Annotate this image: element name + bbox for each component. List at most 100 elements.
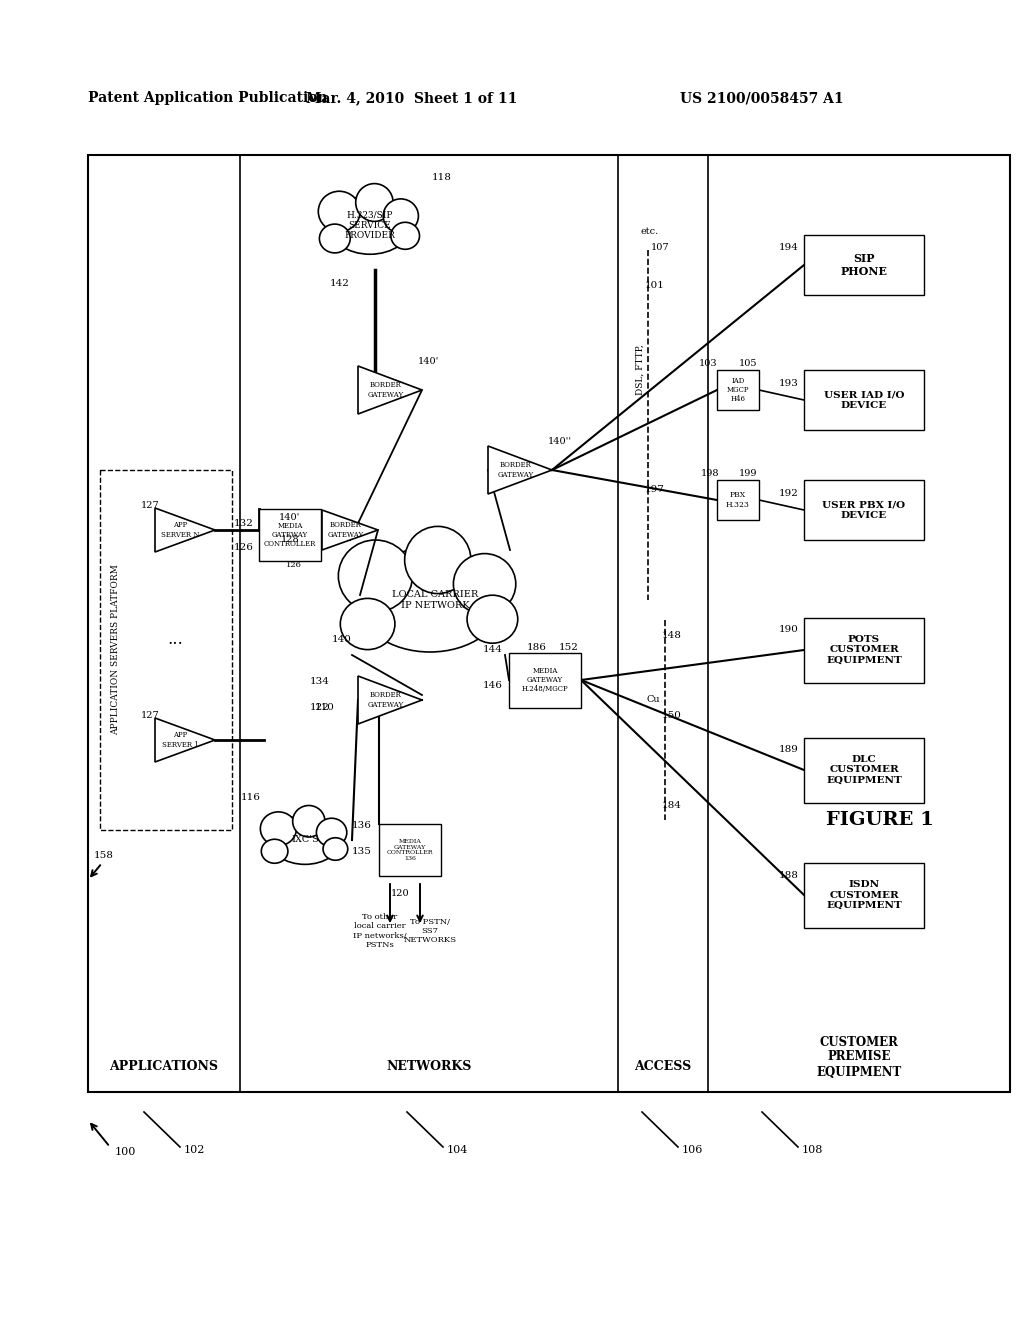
Text: 105: 105: [738, 359, 758, 368]
Text: 198: 198: [700, 470, 719, 479]
Text: 116: 116: [241, 793, 261, 803]
Text: 107: 107: [650, 243, 670, 252]
Text: IXC'S: IXC'S: [291, 836, 318, 845]
Text: 192: 192: [779, 488, 799, 498]
Text: 103: 103: [698, 359, 718, 368]
Text: 136: 136: [352, 821, 372, 830]
Bar: [88, 154, 1010, 1092]
Text: 142: 142: [330, 279, 350, 288]
Text: USER PBX I/O
DEVICE: USER PBX I/O DEVICE: [822, 500, 905, 520]
Text: 140'': 140'': [548, 437, 572, 446]
Bar: [259, 510, 321, 561]
Text: Patent Application Publication: Patent Application Publication: [88, 91, 328, 106]
Polygon shape: [322, 510, 378, 550]
Text: 102: 102: [184, 1144, 206, 1155]
Ellipse shape: [318, 191, 360, 232]
Text: LOCAL CARRIER
IP NETWORK: LOCAL CARRIER IP NETWORK: [392, 590, 478, 610]
Ellipse shape: [261, 840, 288, 863]
Ellipse shape: [293, 805, 325, 837]
Bar: [100, 470, 232, 830]
Ellipse shape: [467, 595, 518, 643]
Text: 118: 118: [432, 173, 452, 181]
Text: 140': 140': [280, 513, 301, 523]
Text: 146: 146: [483, 681, 503, 689]
Text: 126: 126: [286, 561, 302, 569]
Text: Cu: Cu: [646, 696, 659, 705]
Bar: [804, 235, 924, 294]
Ellipse shape: [269, 816, 341, 865]
Ellipse shape: [260, 812, 297, 846]
Text: 122: 122: [310, 704, 330, 713]
Ellipse shape: [355, 183, 393, 222]
Text: 190: 190: [779, 626, 799, 635]
Ellipse shape: [454, 553, 516, 614]
Text: Mar. 4, 2010  Sheet 1 of 11: Mar. 4, 2010 Sheet 1 of 11: [306, 91, 518, 106]
Text: MEDIA
GATEWAY
H.248/MGCP: MEDIA GATEWAY H.248/MGCP: [521, 667, 568, 693]
Text: DLC
CUSTOMER
EQUIPMENT: DLC CUSTOMER EQUIPMENT: [826, 755, 902, 785]
Text: 135: 135: [352, 847, 372, 857]
Text: 194: 194: [779, 243, 799, 252]
Ellipse shape: [329, 195, 412, 255]
Polygon shape: [155, 718, 215, 762]
Text: 126: 126: [234, 543, 254, 552]
Bar: [804, 862, 924, 928]
Polygon shape: [358, 676, 422, 723]
Text: To PSTN/
SS7
NETWORKS: To PSTN/ SS7 NETWORKS: [403, 917, 457, 944]
Polygon shape: [155, 508, 215, 552]
Text: 120: 120: [391, 890, 410, 899]
Text: 104: 104: [447, 1144, 468, 1155]
Text: MEDIA
GATEWAY
CONTROLLER
136: MEDIA GATEWAY CONTROLLER 136: [387, 838, 433, 861]
Text: 184: 184: [663, 800, 682, 809]
Text: 106: 106: [682, 1144, 703, 1155]
Text: 148: 148: [663, 631, 682, 639]
Text: BORDER
GATEWAY: BORDER GATEWAY: [368, 692, 404, 709]
Text: 189: 189: [779, 746, 799, 755]
Text: 132: 132: [234, 519, 254, 528]
Text: 110: 110: [315, 704, 335, 713]
Ellipse shape: [340, 598, 395, 649]
Ellipse shape: [319, 224, 350, 253]
Text: BORDER
GATEWAY: BORDER GATEWAY: [368, 381, 404, 399]
Text: ...: ...: [167, 631, 183, 648]
Text: BORDER
GATEWAY: BORDER GATEWAY: [498, 462, 535, 479]
Text: 100: 100: [115, 1147, 136, 1158]
Text: ACCESS: ACCESS: [635, 1060, 691, 1073]
Text: 108: 108: [802, 1144, 823, 1155]
Bar: [379, 824, 441, 876]
Text: 199: 199: [738, 470, 758, 479]
Bar: [804, 480, 924, 540]
Text: 128: 128: [281, 536, 299, 544]
Text: etc.: etc.: [641, 227, 659, 236]
Text: 150: 150: [663, 710, 682, 719]
Text: 197: 197: [645, 486, 665, 495]
Text: 158: 158: [94, 850, 114, 859]
Text: NETWORKS: NETWORKS: [386, 1060, 472, 1073]
Text: 140: 140: [332, 635, 352, 644]
Text: 186: 186: [527, 643, 547, 652]
Bar: [804, 370, 924, 430]
Text: 140': 140': [418, 358, 439, 367]
Text: 152: 152: [559, 643, 579, 652]
Text: SIP
PHONE: SIP PHONE: [841, 253, 888, 277]
Text: 188: 188: [779, 870, 799, 879]
Ellipse shape: [316, 818, 347, 846]
Text: PBX
H.323: PBX H.323: [726, 491, 750, 508]
Bar: [804, 738, 924, 803]
Text: 127: 127: [140, 710, 160, 719]
Text: US 2100/0058457 A1: US 2100/0058457 A1: [680, 91, 844, 106]
Text: 101: 101: [645, 281, 665, 289]
Text: 127: 127: [140, 500, 160, 510]
Ellipse shape: [357, 548, 503, 652]
Text: 193: 193: [779, 379, 799, 388]
Text: POTS
CUSTOMER
EQUIPMENT: POTS CUSTOMER EQUIPMENT: [826, 635, 902, 665]
Text: ISDN
CUSTOMER
EQUIPMENT: ISDN CUSTOMER EQUIPMENT: [826, 880, 902, 909]
Bar: [804, 618, 924, 682]
Bar: [717, 370, 759, 411]
Text: USER IAD I/O
DEVICE: USER IAD I/O DEVICE: [823, 391, 904, 409]
Ellipse shape: [383, 199, 419, 234]
Bar: [717, 480, 759, 520]
Text: CUSTOMER
PREMISE
EQUIPMENT: CUSTOMER PREMISE EQUIPMENT: [816, 1035, 901, 1078]
Text: To other
local carrier
IP networks/
PSTNs: To other local carrier IP networks/ PSTN…: [353, 913, 407, 949]
Ellipse shape: [323, 838, 348, 861]
Text: MEDIA
GATEWAY
CONTROLLER: MEDIA GATEWAY CONTROLLER: [264, 521, 316, 548]
